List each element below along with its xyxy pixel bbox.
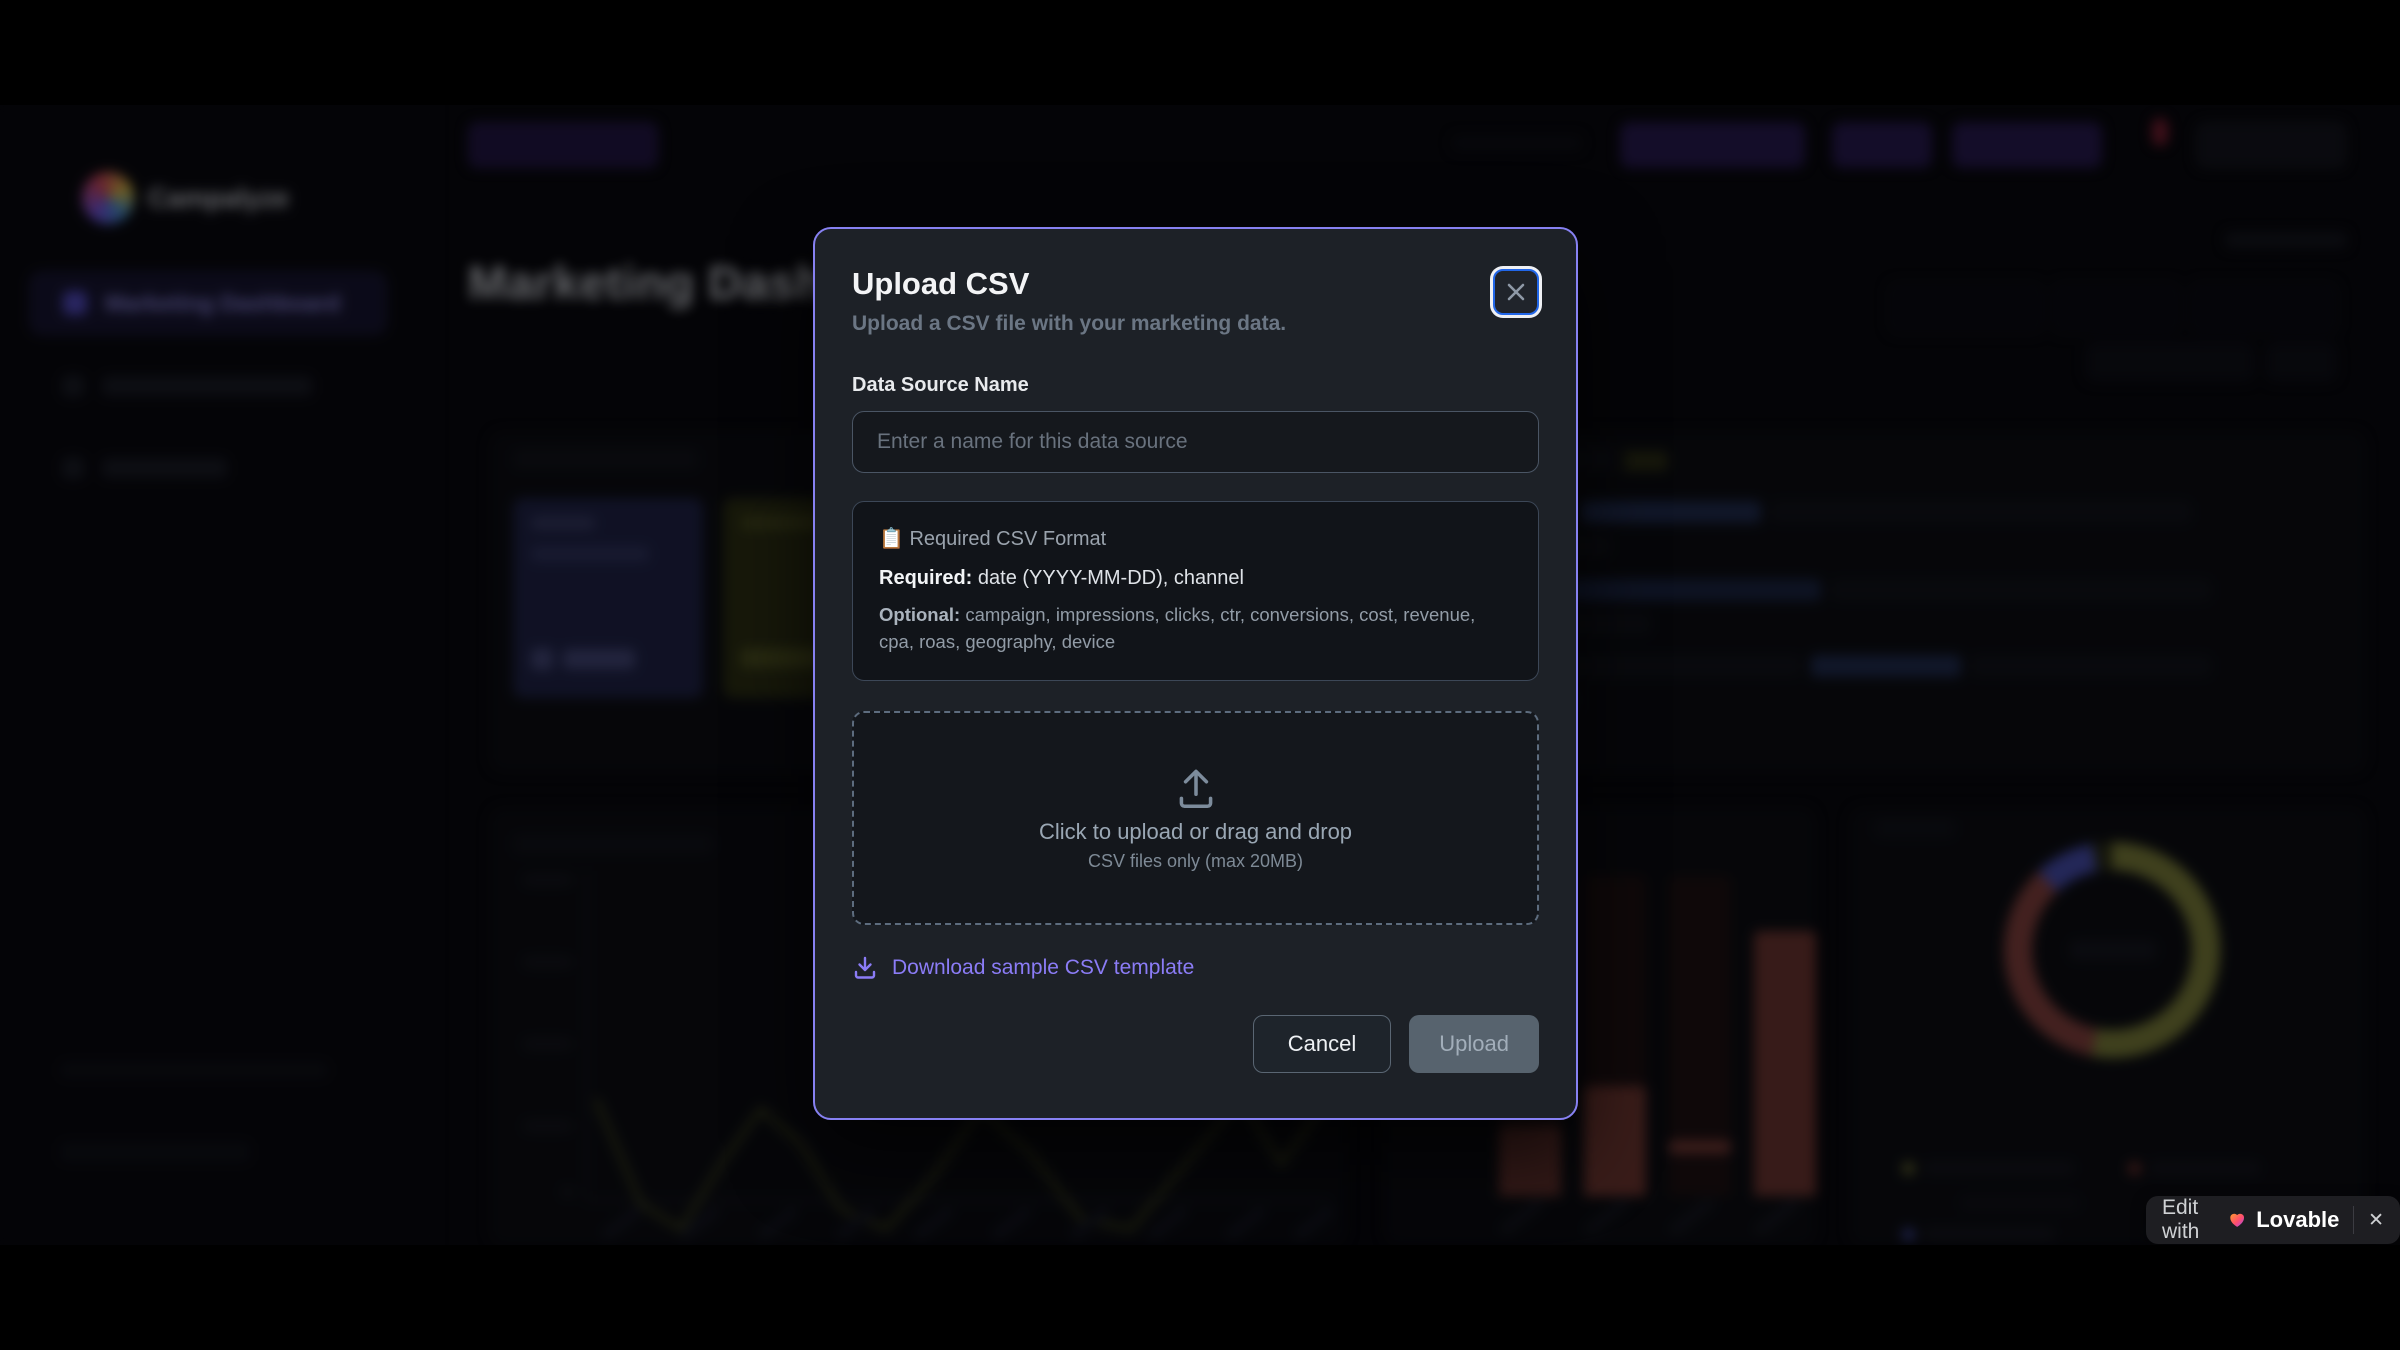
file-dropzone[interactable]: Click to upload or drag and drop CSV fil… [852, 710, 1539, 925]
modal-title: Upload CSV [852, 266, 1030, 301]
badge-close-icon[interactable]: ✕ [2368, 1209, 2384, 1231]
dropzone-primary-text: Click to upload or drag and drop [1038, 819, 1353, 845]
csv-format-heading: 📋 Required CSV Format [879, 528, 1107, 550]
data-source-name-input[interactable] [852, 411, 1539, 473]
csv-format-info-box: 📋 Required CSV Format Required: date (YY… [852, 501, 1539, 681]
dropzone-secondary-text: CSV files only (max 20MB) [1087, 851, 1304, 872]
modal-actions: Cancel Upload [852, 1014, 1539, 1073]
optional-text: campaign, impressions, clicks, ctr, conv… [879, 604, 1476, 652]
download-sample-label: Download sample CSV template [892, 955, 1195, 979]
download-icon [854, 956, 876, 979]
close-button[interactable] [1493, 269, 1539, 315]
csv-required-line: Required: date (YYYY-MM-DD), channel [879, 567, 1512, 590]
download-sample-link[interactable]: Download sample CSV template [852, 955, 1194, 981]
lovable-heart-icon [2230, 1213, 2244, 1227]
badge-brand: Lovable [2256, 1207, 2340, 1232]
optional-label: Optional: [879, 604, 961, 625]
upload-button[interactable]: Upload [1409, 1014, 1539, 1073]
required-label: Required: [879, 567, 973, 589]
badge-prefix: Edit with [2162, 1196, 2200, 1243]
upload-tray-icon [1179, 769, 1212, 809]
badge-divider [2353, 1206, 2355, 1234]
cancel-button[interactable]: Cancel [1252, 1014, 1392, 1073]
required-text: date (YYYY-MM-DD), channel [972, 567, 1244, 589]
csv-optional-line: Optional: campaign, impressions, clicks,… [879, 602, 1512, 656]
close-icon [1507, 283, 1525, 301]
data-source-name-label: Data Source Name [852, 374, 1029, 396]
upload-csv-modal: Upload CSV Upload a CSV file with your m… [813, 227, 1578, 1120]
modal-subtitle: Upload a CSV file with your marketing da… [852, 312, 1287, 335]
edit-with-lovable-badge[interactable]: Edit with Lovable ✕ [2146, 1196, 2400, 1244]
